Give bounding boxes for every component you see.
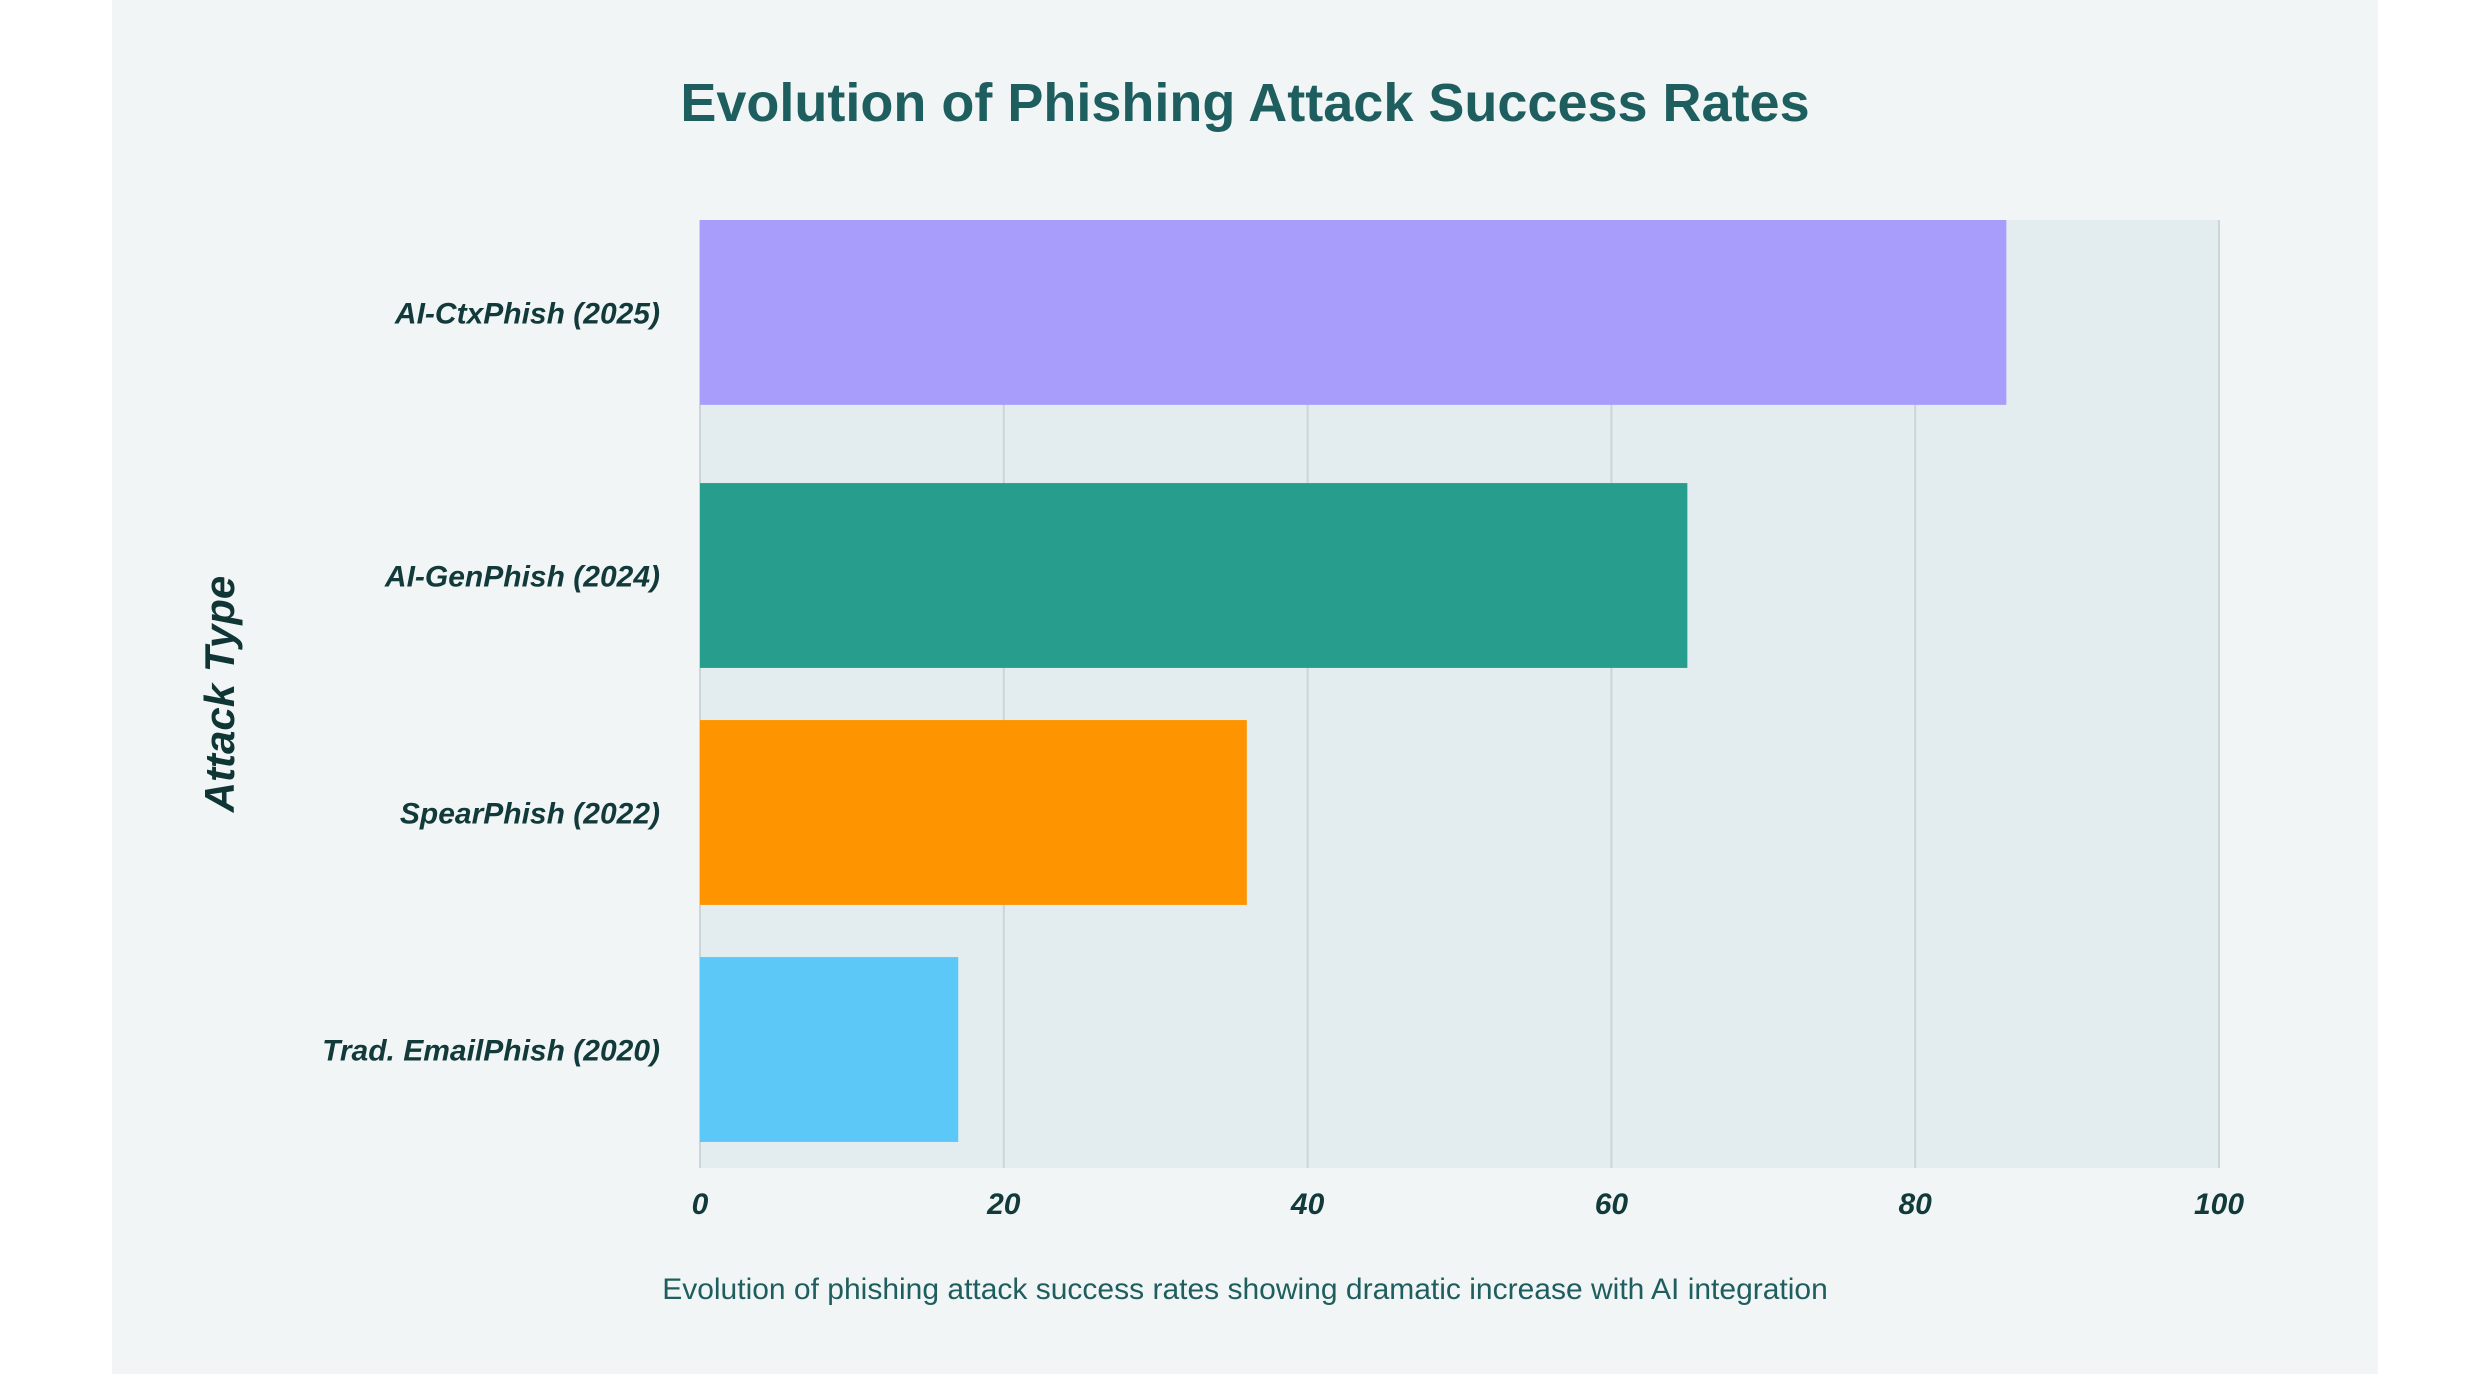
bar [700, 957, 959, 1142]
chart-caption: Evolution of phishing attack success rat… [662, 1273, 1828, 1306]
bar-chart: AI-CtxPhish (2025) AI-GenPhish (2024) Spea… [196, 220, 2245, 1221]
x-tick-label: 20 [986, 1188, 1021, 1221]
x-tick-labels: 0 20 40 60 80 100 [692, 1188, 2245, 1221]
bar [700, 720, 1247, 905]
chart-title: Evolution of Phishing Attack Success Rat… [680, 73, 1810, 133]
x-tick-label: 80 [1899, 1188, 1933, 1221]
bar [700, 483, 1688, 668]
bars [700, 220, 2007, 1142]
y-tick-labels: AI-CtxPhish (2025) AI-GenPhish (2024) Spea… [322, 297, 660, 1067]
y-tick-label: Trad. EmailPhish (2020) [322, 1035, 660, 1068]
x-tick-label: 60 [1595, 1188, 1629, 1221]
x-tick-label: 100 [2194, 1188, 2244, 1221]
y-axis-title: Attack Type [196, 576, 243, 814]
x-tick-label: 40 [1290, 1188, 1325, 1221]
y-tick-label: SpearPhish (2022) [400, 798, 660, 831]
bar [700, 220, 2007, 405]
y-tick-label: AI-CtxPhish (2025) [394, 297, 660, 330]
chart-panel: Evolution of Phishing Attack Success Rat… [112, 0, 2378, 1374]
y-tick-label: AI-GenPhish (2024) [384, 561, 660, 594]
x-tick-label: 0 [692, 1188, 709, 1221]
